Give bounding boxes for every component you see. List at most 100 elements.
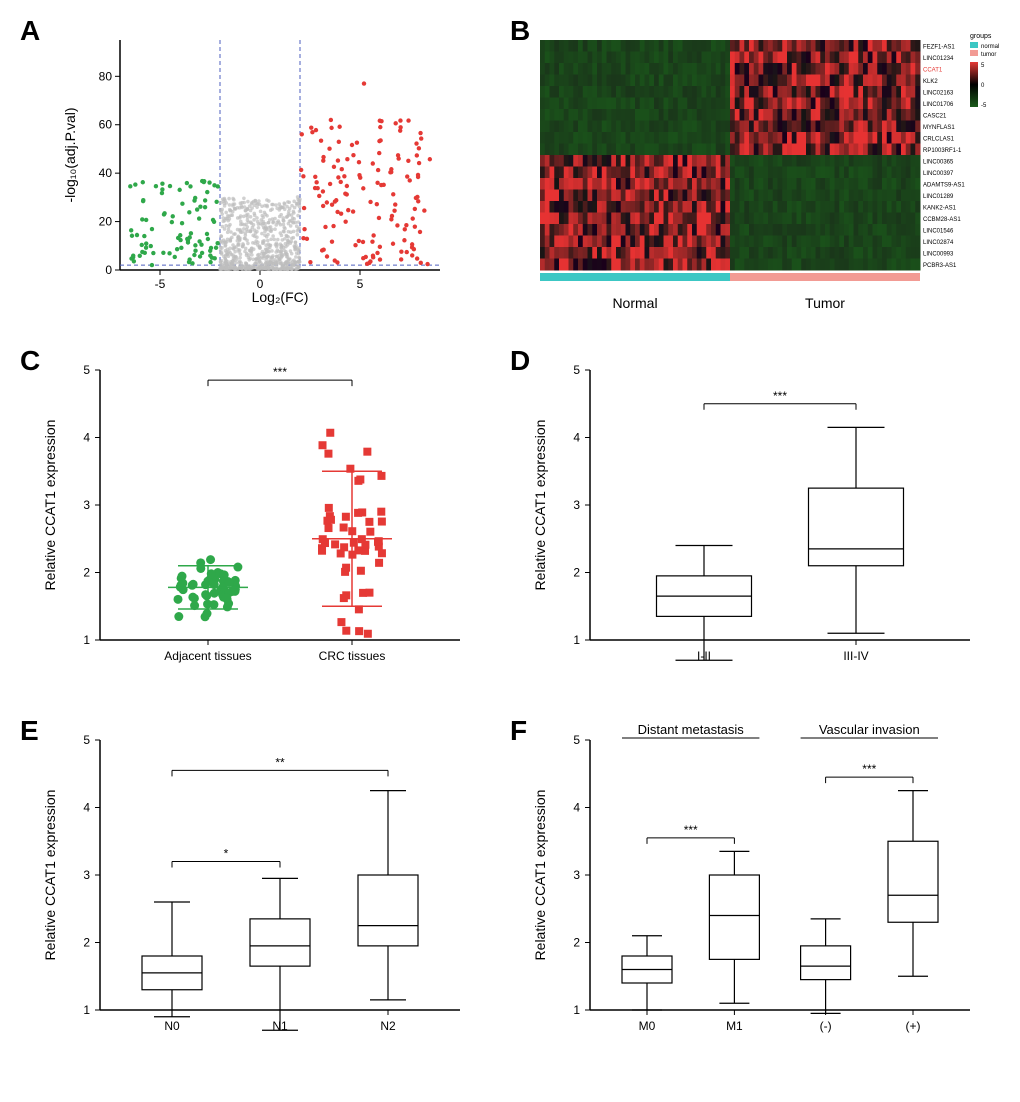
- volcano-yticks: 020406080: [99, 69, 120, 277]
- e-ylabel: Relative CCAT1 expression: [42, 790, 58, 961]
- figure-grid: A 020406080 -505 Log₂(FC) -log₁₀(adj.P.v…: [20, 20, 1000, 1060]
- svg-text:Distant metastasis: Distant metastasis: [638, 722, 745, 737]
- svg-text:LINC01546: LINC01546: [923, 229, 954, 235]
- svg-text:4: 4: [83, 431, 90, 445]
- panel-a-label: A: [20, 15, 40, 47]
- svg-text:3: 3: [573, 868, 580, 882]
- volcano-xlabel: Log₂(FC): [252, 289, 309, 305]
- svg-text:I-II: I-II: [697, 649, 711, 663]
- svg-text:4: 4: [83, 801, 90, 815]
- c-sig: ***: [208, 365, 352, 386]
- panel-e: E 12345 N0N1N2 *** Relative CCAT1 expres…: [20, 720, 490, 1060]
- heatmap-cells: [540, 40, 921, 271]
- svg-text:Adjacent tissues: Adjacent tissues: [164, 649, 251, 663]
- svg-text:CCAT1: CCAT1: [923, 68, 943, 74]
- svg-text:60: 60: [99, 118, 113, 132]
- svg-text:KANK2-AS1: KANK2-AS1: [923, 206, 957, 212]
- panel-e-label: E: [20, 715, 39, 747]
- svg-text:0: 0: [105, 263, 112, 277]
- svg-text:***: ***: [862, 762, 876, 776]
- svg-text:2: 2: [83, 936, 90, 950]
- d-xticks: I-II III-IV: [697, 640, 869, 663]
- svg-text:LINC01289: LINC01289: [923, 194, 954, 200]
- svg-text:5: 5: [83, 733, 90, 747]
- f-boxes: [622, 791, 938, 1014]
- svg-text:LINC00993: LINC00993: [923, 252, 954, 258]
- svg-text:1: 1: [83, 633, 90, 647]
- svg-text:2: 2: [573, 566, 580, 580]
- svg-text:KLK2: KLK2: [923, 79, 938, 85]
- svg-text:2: 2: [83, 566, 90, 580]
- svg-text:40: 40: [99, 166, 113, 180]
- d-yticks: 12345: [573, 363, 590, 647]
- d-sig: ***: [704, 389, 856, 410]
- svg-text:M1: M1: [726, 1019, 743, 1033]
- svg-text:N2: N2: [380, 1019, 396, 1033]
- f-ylabel: Relative CCAT1 expression: [532, 790, 548, 961]
- d-ylabel: Relative CCAT1 expression: [532, 420, 548, 591]
- svg-text:RP1003RF1-1: RP1003RF1-1: [923, 148, 962, 154]
- svg-text:PCBR3-AS1: PCBR3-AS1: [923, 263, 957, 269]
- c-yticks: 1 2 3 4 5: [83, 363, 100, 647]
- svg-text:*: *: [224, 847, 229, 861]
- svg-text:(-): (-): [820, 1019, 832, 1033]
- svg-text:1: 1: [573, 633, 580, 647]
- heatmap-normal-label: Normal: [612, 295, 657, 311]
- svg-text:5: 5: [573, 733, 580, 747]
- svg-text:MYNFLAS1: MYNFLAS1: [923, 125, 955, 131]
- svg-text:LINC01706: LINC01706: [923, 102, 954, 108]
- boxplot-f: 12345 M0M1(-)(+) Distant metastasisVascu…: [510, 720, 1000, 1060]
- svg-text:(+): (+): [906, 1019, 921, 1033]
- svg-text:-5: -5: [155, 277, 166, 291]
- svg-text:normal: normal: [981, 44, 999, 50]
- svg-text:5: 5: [357, 277, 364, 291]
- svg-text:CCBM28-AS1: CCBM28-AS1: [923, 217, 961, 223]
- e-sig: ***: [172, 755, 388, 867]
- svg-text:CASC21: CASC21: [923, 114, 947, 120]
- svg-text:1: 1: [83, 1003, 90, 1017]
- panel-f-label: F: [510, 715, 527, 747]
- svg-text:80: 80: [99, 69, 113, 83]
- c-xticks: Adjacent tissues CRC tissues: [164, 640, 385, 663]
- svg-text:LINC00397: LINC00397: [923, 171, 954, 177]
- d-boxes: [657, 427, 904, 660]
- svg-text:LINC02874: LINC02874: [923, 240, 954, 246]
- svg-text:***: ***: [273, 365, 287, 379]
- heatmap: FEZF1-AS1LINC01234CCAT1KLK2LINC02163LINC…: [510, 20, 1000, 320]
- f-xticks: M0M1(-)(+): [639, 1010, 921, 1033]
- svg-text:-5: -5: [981, 103, 987, 109]
- svg-text:**: **: [275, 755, 285, 769]
- volcano-ylabel: -log₁₀(adj.P.val): [62, 107, 78, 202]
- panel-b: B FEZF1-AS1LINC01234CCAT1KLK2LINC02163LI…: [510, 20, 1000, 320]
- panel-c-label: C: [20, 345, 40, 377]
- f-headers: Distant metastasis Vascular invasion: [622, 722, 938, 738]
- svg-text:ADAMTS9-AS1: ADAMTS9-AS1: [923, 183, 965, 189]
- c-ylabel: Relative CCAT1 expression: [42, 420, 58, 591]
- svg-text:5: 5: [573, 363, 580, 377]
- svg-text:LINC02163: LINC02163: [923, 91, 954, 97]
- svg-text:III-IV: III-IV: [843, 649, 868, 663]
- panel-c: C 12345 Adjacent tissuesCRC tissues *** …: [20, 350, 490, 690]
- heatmap-tumor-label: Tumor: [805, 295, 845, 311]
- svg-text:***: ***: [773, 389, 787, 403]
- panel-a: A 020406080 -505 Log₂(FC) -log₁₀(adj.P.v…: [20, 20, 490, 320]
- boxplot-d: 12345 I-IIIII-IV *** Relative CCAT1 expr…: [510, 350, 1000, 690]
- svg-text:3: 3: [83, 868, 90, 882]
- svg-text:LINC01234: LINC01234: [923, 56, 954, 62]
- panel-d: D 12345 I-IIIII-IV *** Relative CCAT1 ex…: [510, 350, 1000, 690]
- svg-text:CRC tissues: CRC tissues: [319, 649, 386, 663]
- svg-text:5: 5: [83, 363, 90, 377]
- svg-text:4: 4: [573, 801, 580, 815]
- heatmap-legend: groupsnormaltumor50-5: [970, 33, 999, 109]
- svg-text:3: 3: [83, 498, 90, 512]
- panel-b-label: B: [510, 15, 530, 47]
- f-yticks: 12345: [573, 733, 590, 1017]
- heatmap-group-bar: [540, 273, 920, 281]
- e-yticks: 1 2 3 4 5: [83, 733, 100, 1017]
- svg-text:5: 5: [981, 63, 985, 69]
- svg-text:4: 4: [573, 431, 580, 445]
- svg-text:***: ***: [684, 823, 698, 837]
- svg-text:Vascular invasion: Vascular invasion: [819, 722, 920, 737]
- e-boxes: [142, 791, 418, 1031]
- volcano-plot-area: 020406080 -505 Log₂(FC) -log₁₀(adj.P.val…: [62, 40, 440, 305]
